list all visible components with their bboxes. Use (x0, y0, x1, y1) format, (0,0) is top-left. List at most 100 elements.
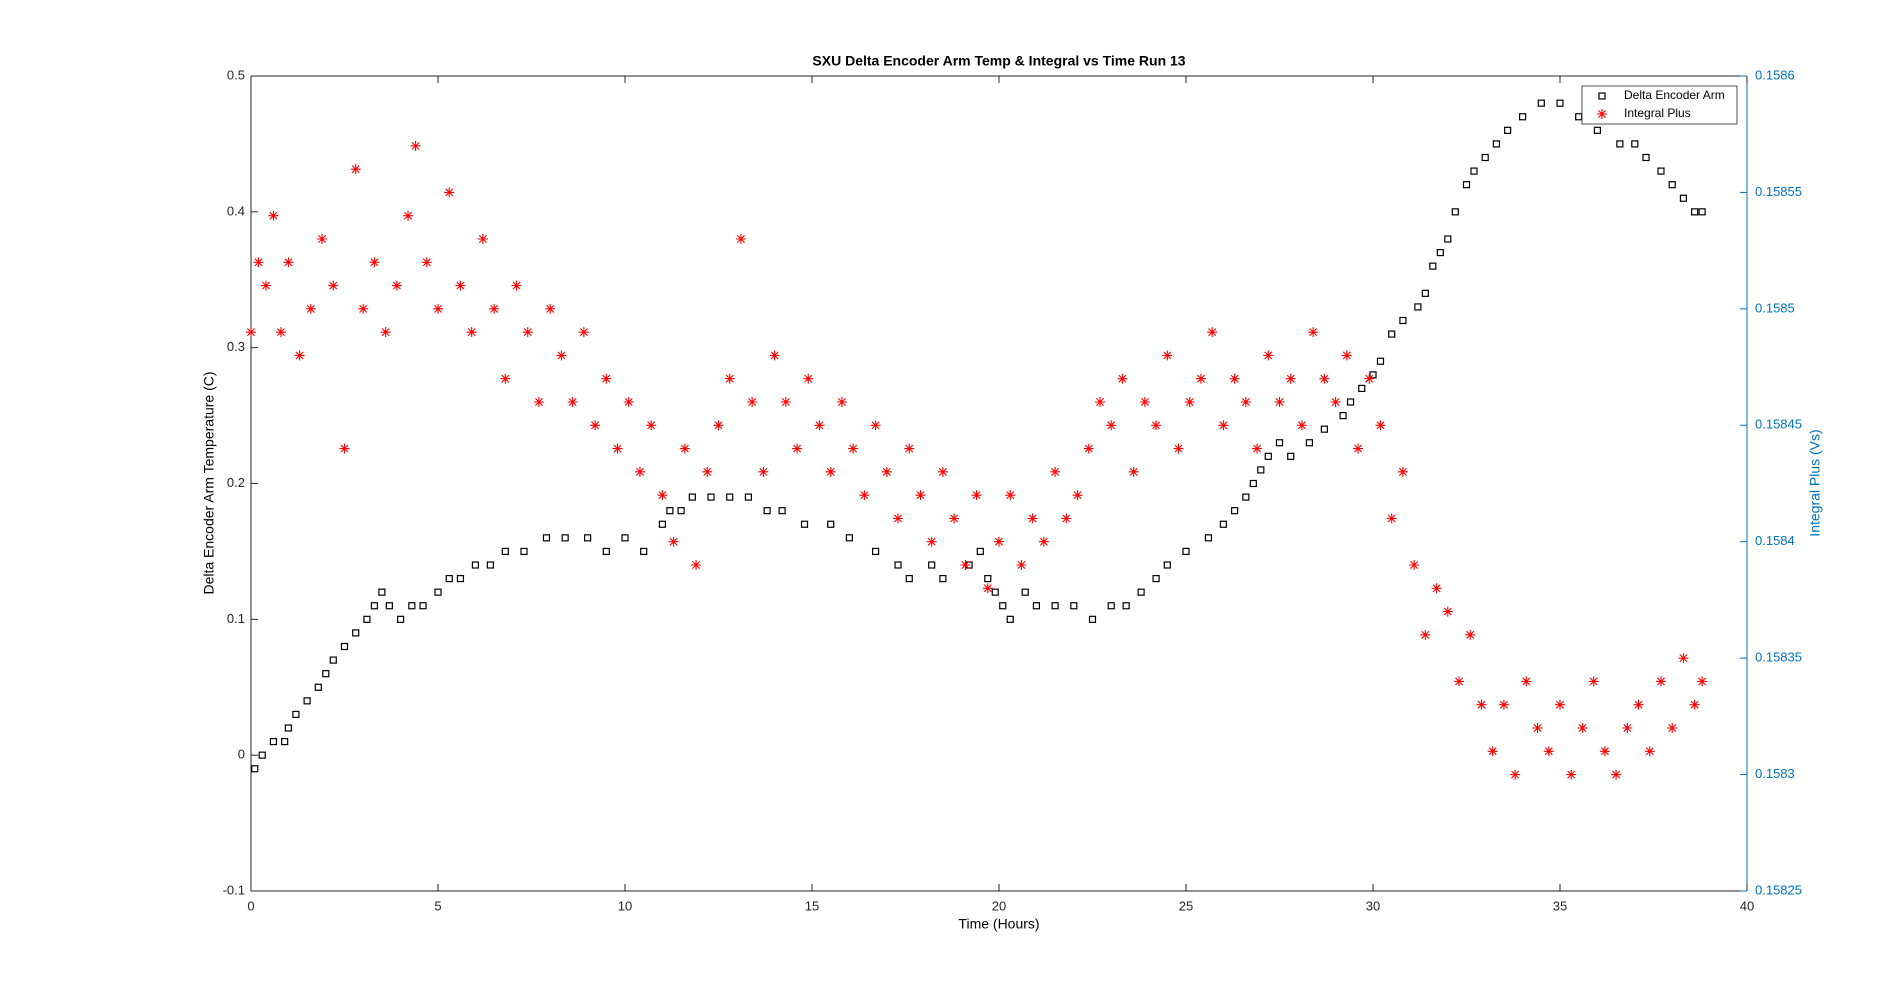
data-point (1330, 397, 1341, 407)
data-point (283, 257, 294, 268)
data-point (410, 140, 421, 151)
data-point (1038, 536, 1049, 547)
data-point (1162, 350, 1173, 361)
data-point (1137, 588, 1145, 596)
data-point (1622, 723, 1633, 733)
data-point (545, 303, 556, 314)
y2-tick-label: 0.15845 (1755, 417, 1802, 432)
data-point (260, 280, 271, 291)
data-point (1257, 466, 1265, 474)
data-point (542, 534, 551, 542)
x-tick-label: 20 (992, 898, 1006, 913)
data-point (792, 443, 803, 454)
data-point (292, 710, 300, 719)
data-point (1163, 561, 1171, 569)
data-point (1657, 167, 1665, 175)
data-point (960, 560, 971, 570)
data-point (1274, 397, 1285, 407)
data-point (305, 303, 316, 314)
data-point (1642, 153, 1650, 162)
y-tick-label: 0 (238, 747, 245, 762)
data-point (1182, 547, 1190, 556)
data-point (246, 327, 256, 338)
data-point (666, 507, 674, 515)
data-point (328, 280, 339, 291)
y-tick-label: 0.3 (227, 339, 245, 354)
data-point (939, 574, 947, 583)
data-point (251, 765, 259, 773)
data-point (471, 561, 479, 569)
data-point (380, 327, 391, 338)
data-point (1088, 615, 1097, 623)
chart-title: SXU Delta Encoder Arm Temp & Integral vs… (812, 53, 1185, 69)
data-point (859, 490, 870, 501)
data-point (1341, 350, 1352, 361)
data-point (284, 724, 292, 732)
data-point (780, 397, 791, 407)
data-point (253, 257, 264, 268)
data-point (1631, 140, 1639, 148)
data-point (1369, 371, 1377, 379)
data-point (893, 513, 904, 524)
legend-marker (1597, 109, 1607, 119)
data-point (1287, 452, 1295, 460)
data-point (612, 443, 623, 454)
data-point (1397, 466, 1408, 477)
x-tick-label: 40 (1740, 898, 1754, 913)
data-point (322, 670, 330, 678)
data-point (1556, 99, 1564, 107)
data-point (1240, 397, 1251, 407)
data-point (1264, 452, 1272, 460)
data-point (533, 397, 544, 407)
data-point (926, 536, 937, 547)
data-point (339, 443, 350, 454)
data-point (567, 397, 578, 407)
legend-marker (1598, 92, 1606, 100)
x-tick-label: 0 (247, 898, 254, 913)
data-point (1689, 699, 1700, 710)
data-point (1275, 439, 1284, 447)
data-point (825, 466, 836, 477)
data-point (1451, 208, 1459, 216)
y-tick-label: 0.4 (227, 203, 245, 218)
data-point (1353, 443, 1364, 454)
data-point (1616, 140, 1624, 148)
data-point (1436, 248, 1444, 257)
data-point (1510, 769, 1521, 780)
data-point (848, 443, 859, 454)
y-tick-label: 0.1 (227, 611, 245, 626)
data-point (1668, 181, 1676, 189)
data-point (419, 602, 427, 610)
data-point (881, 466, 892, 477)
data-point (303, 697, 311, 705)
x-tick-label: 15 (805, 898, 819, 913)
data-point (871, 547, 880, 556)
data-point (702, 466, 713, 477)
data-point (1072, 490, 1083, 501)
data-point (1465, 629, 1476, 640)
data-point (1566, 769, 1577, 780)
data-point (1442, 606, 1453, 617)
data-point (1431, 583, 1442, 594)
data-point (984, 574, 992, 583)
data-point (1599, 746, 1610, 757)
data-point (329, 656, 337, 664)
data-point (385, 602, 393, 610)
data-point (602, 547, 610, 556)
data-point (1229, 373, 1240, 384)
data-point (391, 280, 402, 291)
data-point (677, 507, 685, 515)
data-point (915, 490, 926, 501)
data-point (1421, 289, 1429, 297)
data-point (1249, 479, 1257, 488)
data-point (369, 257, 380, 268)
data-point (1204, 534, 1213, 542)
data-point (501, 547, 509, 556)
data-point (1122, 602, 1130, 610)
data-point (928, 561, 936, 569)
data-point (634, 466, 645, 477)
data-point (275, 327, 286, 338)
data-point (1070, 602, 1078, 610)
x-axis-label: Time (Hours) (958, 916, 1039, 932)
